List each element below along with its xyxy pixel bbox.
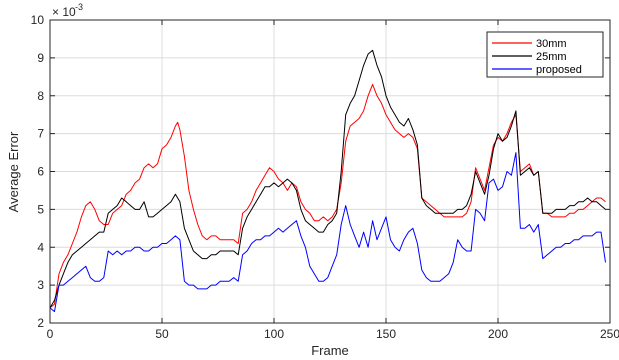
y-tick-label: 10	[31, 13, 45, 27]
x-tick-label: 250	[600, 327, 619, 341]
x-tick-label: 150	[376, 327, 396, 341]
axis-exponent: × 10 -3	[52, 2, 83, 19]
x-axis-label: Frame	[311, 343, 349, 358]
y-tick-label: 6	[37, 165, 44, 179]
y-tick-label: 8	[37, 89, 44, 103]
x-tick-label: 0	[47, 327, 54, 341]
legend-label-30mm: 30mm	[536, 38, 567, 50]
x-tick-label: 50	[155, 327, 169, 341]
legend-label-proposed: proposed	[536, 64, 582, 76]
legend-label-25mm: 25mm	[536, 51, 567, 63]
y-tick-label: 5	[37, 202, 44, 216]
y-tick-label: 3	[37, 278, 44, 292]
x-tick-label: 100	[264, 327, 284, 341]
series-line-proposed	[49, 152, 606, 313]
y-tick-label: 7	[37, 127, 44, 141]
series-group	[49, 49, 606, 313]
y-tick-label: 2	[37, 316, 44, 330]
x-tick-label: 200	[488, 327, 508, 341]
series-line-25mm	[49, 49, 606, 309]
series-line-30mm	[49, 83, 606, 309]
exponent-prefix: × 10	[52, 5, 76, 19]
legend: 30mm 25mm proposed	[486, 31, 604, 78]
x-axis-ticks: 0 50 100 150 200 250	[47, 20, 619, 341]
y-tick-label: 9	[37, 51, 44, 65]
y-axis-label: Average Error	[6, 131, 21, 212]
exponent-power: -3	[75, 2, 83, 12]
y-tick-label: 4	[37, 240, 44, 254]
y-axis-ticks: 2 3 4 5 6 7 8 9 10	[31, 13, 610, 330]
